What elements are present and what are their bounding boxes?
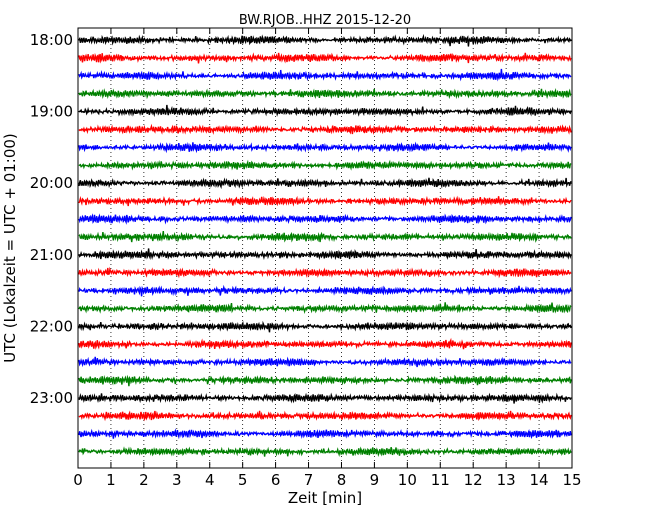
y-axis-label: UTC (Lokalzeit = UTC + 01:00) — [1, 133, 19, 363]
seismogram-trace — [78, 104, 572, 118]
seismogram-trace — [78, 374, 572, 387]
x-tick-label: 8 — [337, 471, 347, 489]
x-tick-label: 15 — [562, 471, 581, 489]
seismogram-trace — [78, 302, 572, 315]
y-tick-label: 20:00 — [30, 174, 73, 192]
seismogram-trace — [78, 410, 572, 422]
seismogram-trace — [78, 52, 572, 64]
x-tick-label: 4 — [205, 471, 215, 489]
y-tick-label: 21:00 — [30, 246, 73, 264]
x-tick-label: 5 — [238, 471, 248, 489]
x-axis-label: Zeit [min] — [288, 489, 362, 507]
seismogram-trace — [78, 213, 572, 225]
seismogram-trace — [78, 231, 572, 243]
plot-frame — [77, 27, 573, 469]
seismogram-trace — [78, 320, 572, 333]
seismogram-trace — [78, 428, 572, 440]
x-tick-label: 6 — [271, 471, 281, 489]
x-tick-label: 9 — [370, 471, 380, 489]
y-tick-label: 19:00 — [30, 103, 73, 121]
seismogram-trace — [78, 248, 572, 261]
seismogram-trace — [78, 123, 572, 135]
x-tick-label: 13 — [497, 471, 516, 489]
y-axis: 18:00 19:00 20:00 21:00 22:00 23:00 — [30, 31, 572, 407]
seismogram-trace — [78, 159, 572, 171]
seismogram-trace — [78, 446, 572, 457]
seismogram-trace — [78, 356, 572, 368]
seismogram-trace — [78, 195, 572, 207]
x-tick-label: 0 — [73, 471, 83, 489]
seismogram-trace — [78, 141, 572, 154]
y-tick-label: 23:00 — [30, 389, 73, 407]
seismogram-trace — [78, 284, 572, 297]
x-tick-label: 11 — [431, 471, 450, 489]
x-tick-label: 1 — [106, 471, 116, 489]
seismogram-trace — [78, 177, 572, 190]
x-tick-label: 3 — [172, 471, 182, 489]
grid — [110, 28, 540, 468]
x-axis: 0 1 2 3 4 5 6 7 8 9 10 11 12 13 14 15 — [73, 28, 582, 489]
seismogram-trace — [78, 266, 572, 279]
x-tick-label: 14 — [530, 471, 549, 489]
x-tick-label: 12 — [464, 471, 483, 489]
seismogram-trace — [78, 337, 572, 350]
x-tick-label: 10 — [398, 471, 417, 489]
seismogram-trace — [78, 88, 572, 100]
y-tick-label: 22:00 — [30, 317, 73, 335]
x-tick-label: 2 — [139, 471, 149, 489]
y-tick-label: 18:00 — [30, 31, 73, 49]
trace-group — [78, 33, 572, 457]
seismogram-trace — [78, 68, 572, 82]
chart-title: BW.RJOB..HHZ 2015-12-20 — [239, 13, 411, 28]
seismogram-trace — [78, 33, 572, 47]
x-tick-label: 7 — [304, 471, 314, 489]
seismogram-trace — [78, 392, 572, 404]
